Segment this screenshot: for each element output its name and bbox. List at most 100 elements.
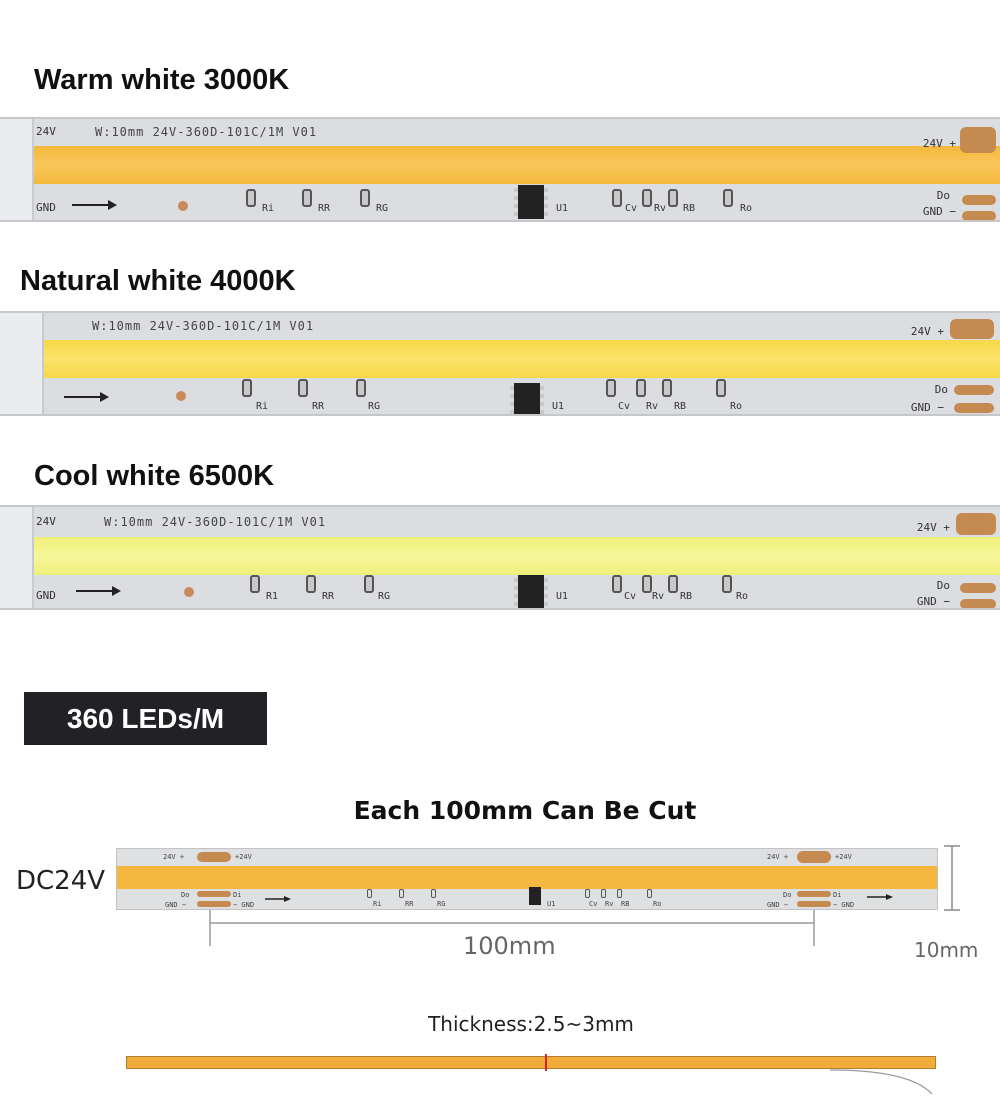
copper-pad xyxy=(950,319,994,339)
ic-chip xyxy=(514,185,548,219)
resistor-label: RR xyxy=(322,591,335,602)
chip-label: U1 xyxy=(552,401,565,412)
direction-arrow-icon xyxy=(72,200,117,210)
strip-end-cap xyxy=(0,119,34,220)
strip-title-natural: Natural white 4000K xyxy=(20,265,296,297)
pad-label: 24V + xyxy=(163,853,185,861)
resistor-label: RG xyxy=(378,591,391,602)
resistor xyxy=(636,379,646,397)
resistor-label: R1 xyxy=(266,591,279,602)
led-strip-warm: 24V W:10mm 24V-360D-101C/1M V01 GND Ri R… xyxy=(0,117,1000,222)
resistor xyxy=(399,889,404,898)
resistor-label: Ro xyxy=(740,203,753,214)
ic-chip xyxy=(510,383,544,414)
copper-pad xyxy=(954,403,994,413)
leds-per-meter-badge: 360 LEDs/M xyxy=(24,692,267,745)
resistor-label: Cv xyxy=(589,900,598,908)
direction-arrow-icon xyxy=(76,586,121,596)
resistor xyxy=(716,379,726,397)
strip-end-cap xyxy=(0,507,34,608)
resistor xyxy=(617,889,622,898)
resistor-label: RG xyxy=(368,401,381,412)
right-gnd-label: GND − xyxy=(922,205,956,218)
left-voltage-label: 24V xyxy=(36,515,56,528)
pad-label: Do xyxy=(181,891,190,899)
pad-label: − GND xyxy=(233,901,255,909)
resistor xyxy=(722,575,732,593)
chip-label: U1 xyxy=(556,203,569,214)
resistor xyxy=(356,379,366,397)
resistor-label: RB xyxy=(621,900,630,908)
copper-pad xyxy=(962,211,996,220)
resistor xyxy=(367,889,372,898)
resistor xyxy=(431,889,436,898)
resistor-label: Cv xyxy=(624,591,637,602)
strip-spec-text: W:10mm 24V-360D-101C/1M V01 xyxy=(92,319,315,333)
resistor xyxy=(668,575,678,593)
ic-chip xyxy=(529,887,541,905)
dimension-lines xyxy=(209,845,960,946)
copper-pad xyxy=(960,599,996,608)
resistor-label: Rv xyxy=(652,591,665,602)
cob-led-band xyxy=(117,866,937,889)
copper-pad xyxy=(197,891,231,897)
pad-label: Di xyxy=(833,891,842,899)
resistor-label: Cv xyxy=(625,203,638,214)
resistor-label: Ro xyxy=(736,591,749,602)
right-do-label: Do xyxy=(934,383,948,396)
strip-bend-curve xyxy=(829,1069,933,1095)
right-voltage-label: 24V + xyxy=(916,521,950,534)
length-dimension-label: 100mm xyxy=(463,932,556,960)
right-voltage-label: 24V + xyxy=(910,325,944,338)
width-dimension-label: 10mm xyxy=(914,938,979,962)
copper-pad xyxy=(797,851,831,863)
resistor-label: Rv xyxy=(646,401,659,412)
resistor-label: Rv xyxy=(605,900,614,908)
pad-label: Di xyxy=(233,891,242,899)
right-gnd-label: GND − xyxy=(910,401,944,414)
resistor xyxy=(250,575,260,593)
resistor xyxy=(606,379,616,397)
resistor xyxy=(242,379,252,397)
direction-arrow-icon xyxy=(265,896,291,902)
resistor-label: RG xyxy=(376,203,389,214)
right-voltage-label: 24V + xyxy=(922,137,956,150)
resistor-label: RR xyxy=(318,203,331,214)
chip-label: U1 xyxy=(547,900,556,908)
resistor-label: RR xyxy=(405,900,414,908)
pad-label: − GND xyxy=(833,901,855,909)
resistor xyxy=(364,575,374,593)
resistor-label: Ro xyxy=(730,401,743,412)
resistor xyxy=(298,379,308,397)
copper-pad xyxy=(960,583,996,593)
left-gnd-label: GND xyxy=(36,589,56,602)
resistor-label: Ri xyxy=(262,203,275,214)
left-voltage-label: 24V xyxy=(36,125,56,138)
strip-spec-text: W:10mm 24V-360D-101C/1M V01 xyxy=(95,125,318,139)
strip-title-warm: Warm white 3000K xyxy=(34,64,290,96)
resistor-label: RB xyxy=(674,401,687,412)
pad-label: GND − xyxy=(165,901,187,909)
strip-spec-text: W:10mm 24V-360D-101C/1M V01 xyxy=(104,515,327,529)
resistor xyxy=(647,889,652,898)
right-do-label: Do xyxy=(936,189,950,202)
resistor-label: RG xyxy=(437,900,446,908)
cut-title: Each 100mm Can Be Cut xyxy=(353,796,697,825)
copper-pad xyxy=(962,195,996,205)
cob-led-band xyxy=(34,537,1000,575)
pad-label: GND − xyxy=(767,901,789,909)
resistor xyxy=(723,189,733,207)
strip-end-cap xyxy=(0,313,44,414)
copper-pad xyxy=(956,513,996,535)
copper-pad xyxy=(960,127,996,153)
copper-pad xyxy=(954,385,994,395)
resistor-label: RB xyxy=(683,203,696,214)
copper-pad xyxy=(797,901,831,907)
strip-side-profile xyxy=(126,1054,936,1071)
resistor-label: Ri xyxy=(256,401,269,412)
right-gnd-label: GND − xyxy=(916,595,950,608)
pad-label: +24V xyxy=(835,853,852,861)
chip-label: U1 xyxy=(556,591,569,602)
resistor xyxy=(668,189,678,207)
ic-chip xyxy=(514,575,548,608)
